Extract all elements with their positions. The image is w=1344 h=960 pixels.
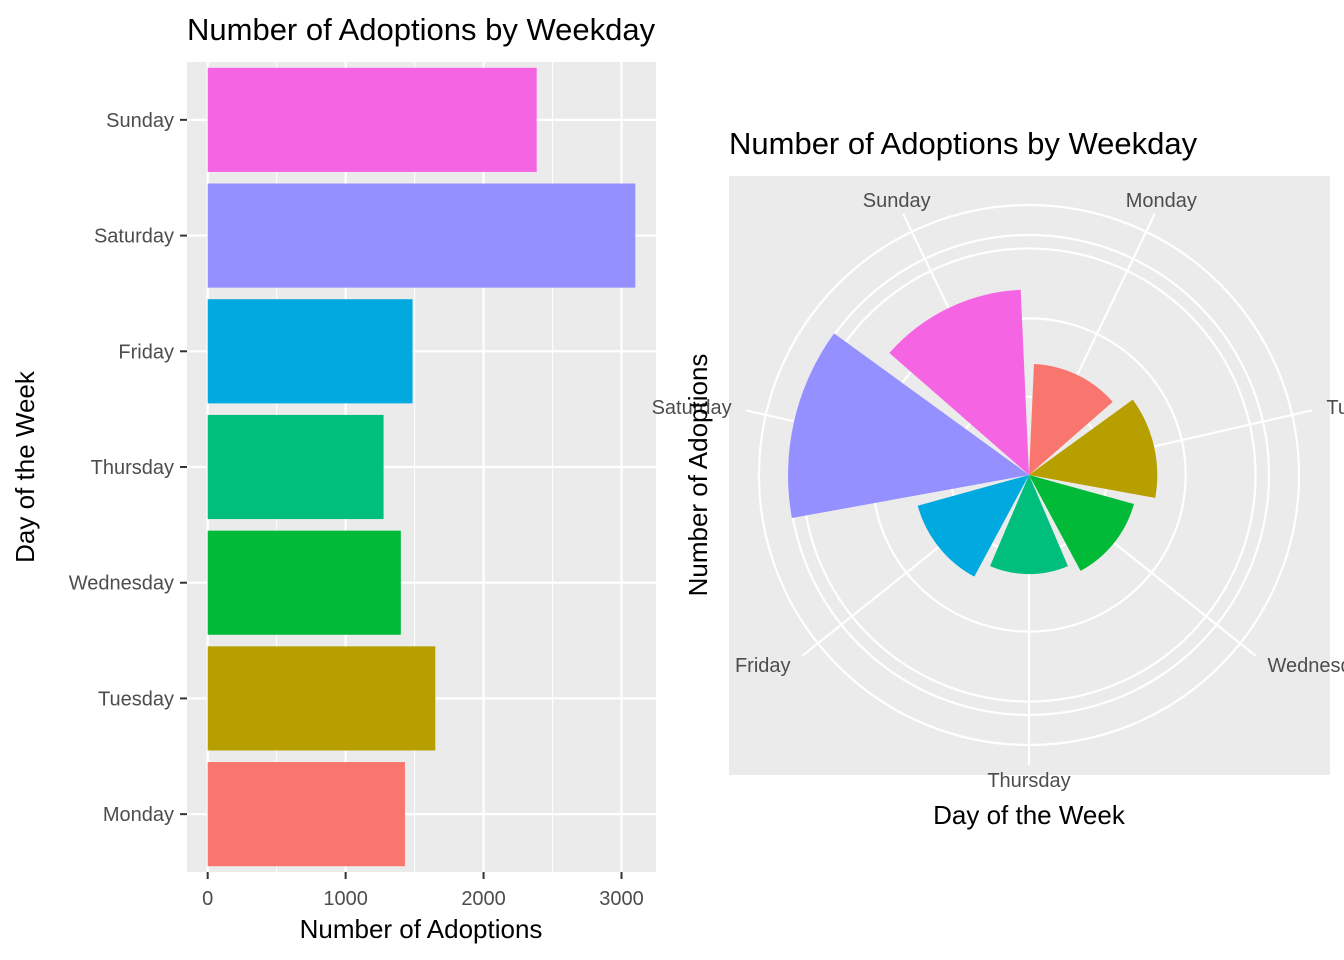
polar-series: [788, 289, 1158, 577]
x-tick-label: 1000: [323, 888, 368, 910]
polar-label-monday: Monday: [1126, 190, 1197, 212]
bar-chart-title: Number of Adoptions by Weekday: [187, 12, 656, 47]
wedge-thursday: [990, 475, 1068, 575]
x-tick-label: 3000: [599, 888, 644, 910]
bar-y-axis-title: Day of the Week: [10, 370, 40, 563]
bar-chart: Number of Adoptions by Weekday Monday Tue…: [10, 12, 656, 944]
wedge-monday: [1029, 363, 1113, 475]
polar-chart: Number of Adoptions by Weekday Monday Tue…: [652, 126, 1344, 830]
polar-label-tuesday: Tuesday: [1326, 397, 1344, 419]
bar-monday: [207, 762, 405, 867]
wedge-tuesday: [1029, 399, 1158, 498]
polar-label-sunday: Sunday: [863, 190, 931, 212]
polar-y-axis-title: Number of Adoptions: [683, 354, 713, 597]
bar-wednesday: [207, 530, 401, 635]
bar-y-ticks: Monday Tuesday Wednesday Thursday Friday Satu…: [69, 110, 187, 826]
bar-thursday: [207, 414, 384, 520]
bar-tuesday: [207, 646, 436, 751]
bar-series: [207, 67, 636, 867]
polar-label-friday: Friday: [735, 655, 791, 677]
polar-label-saturday: Saturday: [652, 397, 732, 419]
wedge-sunday: [889, 289, 1029, 475]
wedge-saturday: [788, 333, 1029, 519]
y-tick-label: Friday: [118, 341, 174, 363]
polar-chart-title: Number of Adoptions by Weekday: [729, 126, 1198, 161]
bar-saturday: [207, 183, 636, 288]
y-tick-label: Monday: [103, 804, 174, 826]
polar-label-wednesday: Wednesday: [1267, 655, 1344, 677]
y-tick-label: Tuesday: [98, 688, 174, 710]
bar-x-axis-title: Number of Adoptions: [300, 914, 543, 944]
wedge-wednesday: [1029, 475, 1134, 571]
x-tick-label: 2000: [461, 888, 506, 910]
y-tick-label: Sunday: [106, 110, 174, 132]
y-tick-label: Saturday: [94, 226, 174, 248]
polar-label-thursday: Thursday: [987, 770, 1070, 792]
polar-x-axis-title: Day of the Week: [933, 800, 1126, 830]
bar-sunday: [207, 67, 537, 172]
bar-x-ticks: 0 1000 2000 3000: [202, 872, 644, 910]
y-tick-label: Thursday: [91, 457, 174, 479]
bar-friday: [207, 299, 413, 404]
x-tick-label: 0: [202, 888, 213, 910]
polar-angle-labels: Monday Tuesday Wednesday Thursday Friday Satu…: [652, 190, 1344, 792]
wedge-friday: [917, 475, 1029, 577]
y-tick-label: Wednesday: [69, 573, 174, 595]
